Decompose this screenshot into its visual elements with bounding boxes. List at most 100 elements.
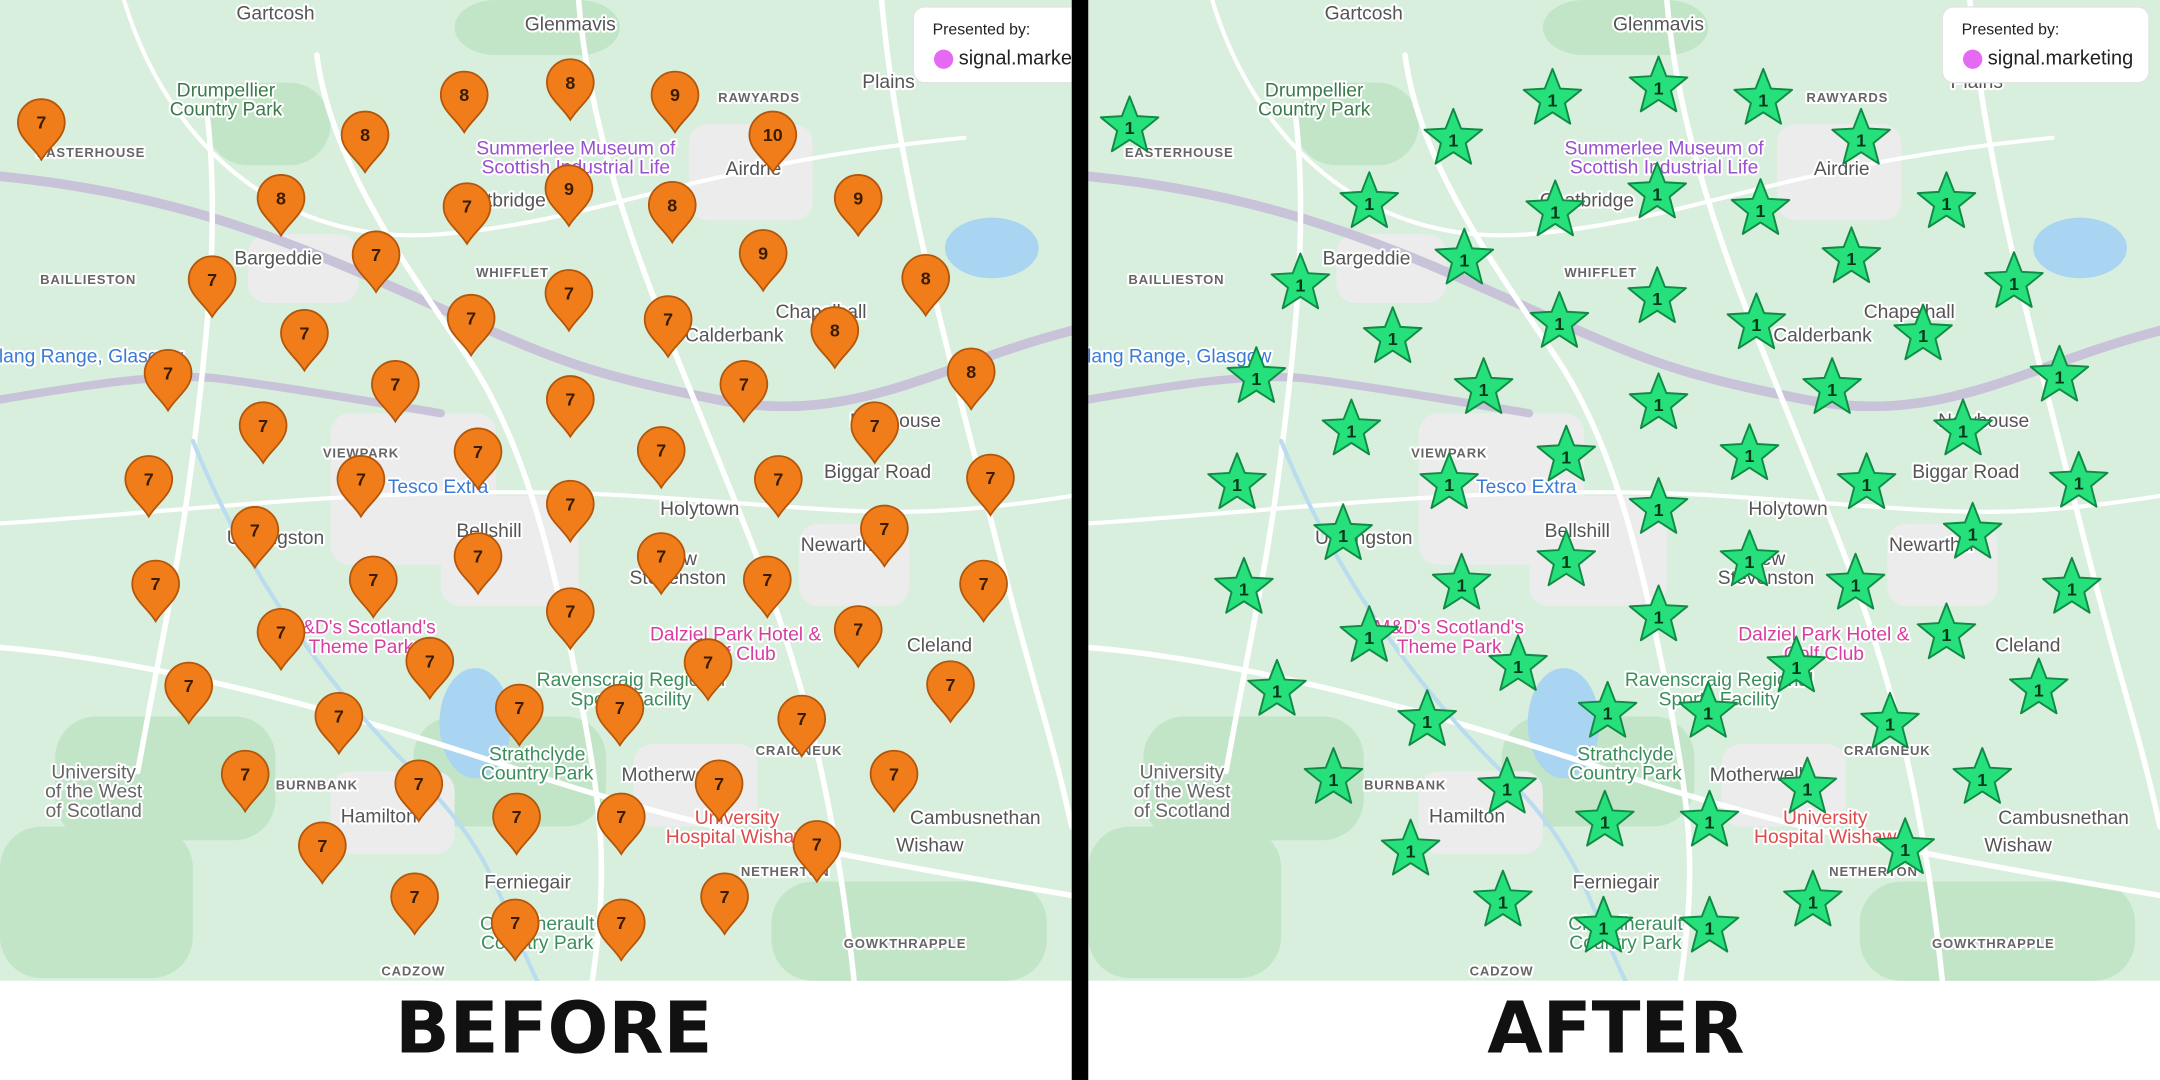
ranking-label: 7 — [151, 574, 161, 594]
ranking-label: 7 — [410, 887, 420, 907]
ranking-pin — [869, 749, 919, 814]
ranking-pin — [495, 683, 544, 747]
place-label-line: BURNBANK — [1364, 777, 1446, 792]
ranking-label: 7 — [514, 698, 524, 718]
place-label: Gartcosh — [1325, 3, 1403, 24]
place-label: Tesco Extra — [388, 477, 489, 498]
place-label: GOWKTHRAPPLE — [844, 936, 967, 951]
ranking-star — [1719, 423, 1780, 481]
ranking-label: 7 — [462, 197, 472, 217]
ranking-label: 1 — [1232, 475, 1242, 495]
ranking-label: 7 — [371, 245, 381, 265]
place-label: Cleland — [1995, 636, 2060, 657]
park-area — [1859, 881, 2136, 981]
place-label: Calderbank — [685, 326, 784, 347]
ranking-pin — [238, 401, 288, 465]
place-label: VIEWPARK — [323, 445, 399, 460]
place-label-line: Biggar Road — [1912, 462, 2019, 483]
place-label-line: Gartcosh — [236, 3, 314, 24]
ranking-label: 9 — [853, 188, 863, 208]
ranking-label: 7 — [714, 774, 724, 794]
ranking-pin — [650, 70, 700, 134]
place-label: Cambuslang Range, Glasgow — [1015, 346, 1271, 367]
ranking-pin — [336, 455, 386, 519]
park-area — [206, 82, 331, 166]
ranking-pin — [545, 479, 595, 544]
place-label-line: EASTERHOUSE — [1125, 145, 1234, 160]
ranking-label: 7 — [616, 807, 626, 827]
ranking-star — [1214, 556, 1274, 614]
map-after: GartcoshGlenmavisPlainsDrumpellierCountr… — [1015, 0, 2160, 981]
ranking-star — [1836, 452, 1897, 510]
place-label: Ferniegair — [1573, 873, 1660, 894]
place-label: Drumpellier Country Park — [170, 80, 283, 120]
ranking-pin — [490, 898, 540, 962]
ranking-label: 1 — [1295, 275, 1305, 295]
ranking-label: 1 — [1603, 704, 1613, 724]
ranking-label: 8 — [830, 321, 840, 341]
ranking-star — [1473, 869, 1533, 927]
ranking-pin — [595, 683, 645, 747]
ranking-star — [1270, 252, 1331, 310]
park-area — [1294, 82, 1419, 166]
ranking-label: 9 — [670, 85, 680, 105]
ranking-label: 7 — [425, 651, 435, 671]
ranking-pin — [719, 360, 769, 424]
brand-name: signal.marketing — [1988, 48, 2133, 70]
ranking-label: 7 — [703, 653, 713, 673]
ranking-star — [1397, 689, 1457, 746]
place-label-line: Hamilton — [341, 806, 417, 827]
place-label-line: Holytown — [1748, 499, 1827, 520]
urban-area — [247, 234, 359, 304]
ranking-pin — [405, 636, 455, 701]
place-label: BAILLIESTON — [40, 272, 136, 287]
ranking-pin — [545, 587, 595, 651]
place-label: Tesco Extra — [1476, 477, 1577, 498]
ranking-label: 1 — [1554, 314, 1564, 334]
place-label-line: Cambuslang Range, Glasgow — [1015, 346, 1271, 367]
road — [1088, 372, 1534, 418]
ranking-star — [1380, 818, 1441, 876]
ranking-label: 1 — [1548, 91, 1558, 111]
ranking-pin — [810, 306, 860, 370]
ranking-star — [1431, 552, 1492, 610]
ranking-star — [1303, 747, 1364, 804]
ranking-label: 7 — [510, 913, 520, 933]
ranking-pin — [926, 660, 975, 724]
place-label: M&D's Scotland's Theme Park — [1374, 618, 1524, 658]
ranking-label: 7 — [985, 468, 995, 488]
place-label-line: University — [695, 808, 780, 829]
ranking-label: 7 — [870, 416, 880, 436]
ranking-star — [1916, 602, 1977, 660]
ranking-pin — [17, 98, 66, 162]
place-label: WHIFFLET — [476, 265, 549, 280]
ranking-star — [1577, 680, 1638, 738]
place-label: Cleland — [907, 636, 972, 657]
place-label-line: CADZOW — [381, 963, 445, 978]
ranking-star — [1628, 584, 1689, 642]
place-label: Ferniegair — [484, 873, 571, 894]
ranking-label: 7 — [144, 469, 154, 489]
place-label: Wishaw — [1984, 835, 2052, 856]
place-label: GOWKTHRAPPLE — [1932, 936, 2055, 951]
ranking-label: 7 — [797, 709, 807, 729]
ranking-pin — [901, 254, 951, 318]
place-label: Calderbank — [1773, 326, 1872, 347]
ranking-label: 1 — [1498, 892, 1508, 912]
ranking-pin — [833, 605, 883, 669]
place-label-line: Wishaw — [896, 835, 964, 856]
ranking-label: 10 — [763, 125, 783, 145]
ranking-label: 1 — [1885, 715, 1895, 735]
ranking-pin — [351, 230, 401, 294]
ranking-star — [1719, 529, 1780, 587]
ranking-label: 1 — [1406, 841, 1416, 861]
ranking-label: 1 — [1758, 91, 1768, 111]
ranking-label: 1 — [1918, 326, 1928, 346]
ranking-label: 7 — [299, 323, 309, 343]
ranking-label: 1 — [1654, 395, 1664, 415]
ranking-label: 1 — [1272, 682, 1282, 702]
ranking-label: 7 — [565, 494, 575, 514]
ranking-label: 7 — [615, 698, 625, 718]
place-label: University of the West of Scotland — [45, 762, 143, 822]
